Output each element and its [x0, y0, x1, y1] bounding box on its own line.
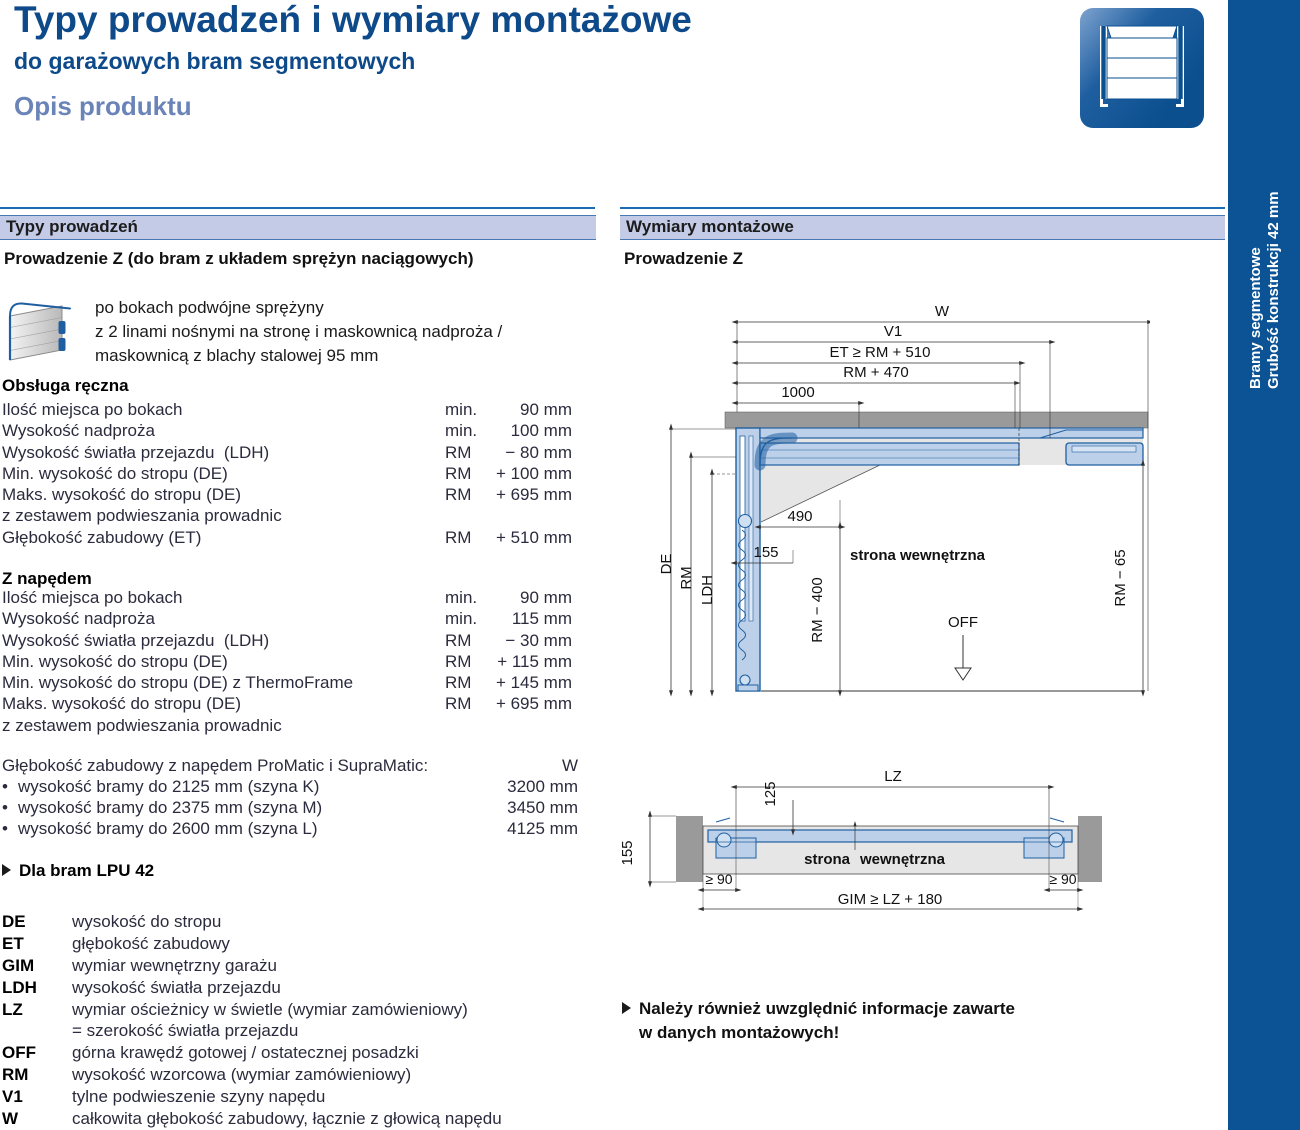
svg-text:155: 155 [619, 840, 636, 865]
svg-text:LDH: LDH [699, 575, 716, 605]
svg-text:RM: RM [678, 566, 695, 589]
svg-text:OFF: OFF [948, 614, 978, 631]
svg-text:strona wewnętrzna: strona wewnętrzna [850, 547, 986, 564]
svg-text:ET ≥ RM + 510: ET ≥ RM + 510 [830, 344, 931, 361]
svg-text:1000: 1000 [781, 384, 814, 401]
svg-text:125: 125 [762, 781, 779, 806]
svg-text:wewnętrzna: wewnętrzna [859, 851, 946, 868]
svg-text:≥ 90: ≥ 90 [705, 871, 732, 887]
svg-text:W: W [935, 303, 950, 320]
svg-text:RM − 65: RM − 65 [1112, 549, 1129, 606]
svg-text:155: 155 [753, 544, 778, 561]
svg-text:GIM ≥ LZ + 180: GIM ≥ LZ + 180 [838, 891, 943, 908]
svg-text:strona: strona [804, 851, 851, 868]
svg-text:490: 490 [787, 508, 812, 525]
svg-text:V1: V1 [884, 323, 902, 340]
svg-text:RM + 470: RM + 470 [843, 364, 908, 381]
svg-text:DE: DE [658, 554, 675, 575]
svg-text:RM − 400: RM − 400 [809, 577, 826, 642]
svg-text:LZ: LZ [884, 768, 902, 785]
svg-text:≥ 90: ≥ 90 [1049, 871, 1076, 887]
